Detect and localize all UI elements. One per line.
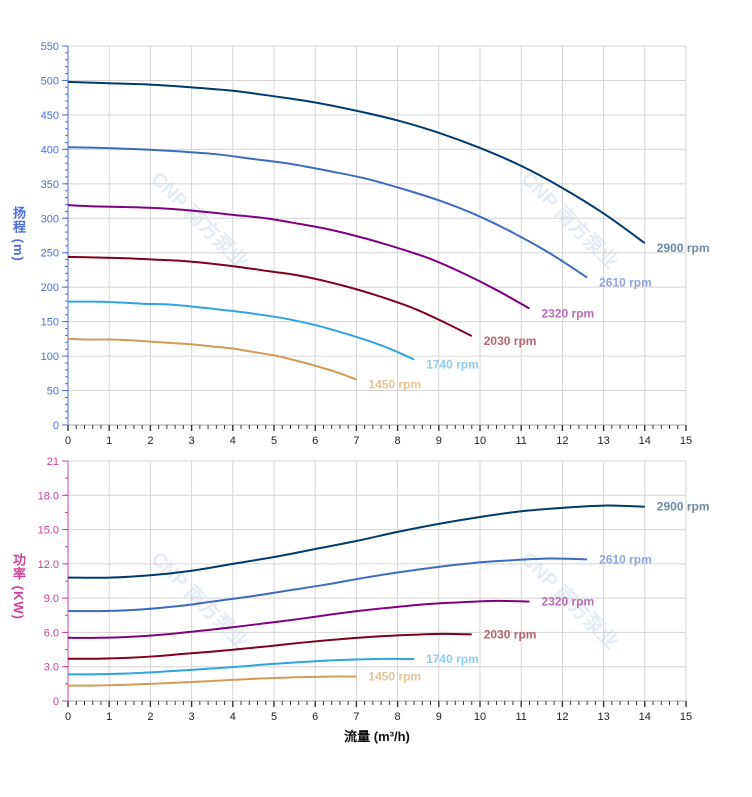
series-label: 1740 rpm [426, 358, 479, 372]
x-tick-label: 14 [639, 435, 651, 447]
watermark-logo: CNP 南方泵业 [516, 167, 623, 274]
series-label: 2320 rpm [541, 595, 594, 609]
series-label: 2030 rpm [484, 627, 537, 641]
y-tick-label: 6.0 [44, 627, 59, 639]
y-tick-label: 12.0 [38, 559, 59, 571]
x-tick-label: 10 [474, 435, 486, 447]
x-tick-label: 10 [474, 711, 486, 723]
y-tick-label: 350 [41, 179, 59, 191]
series-label: 2030 rpm [484, 334, 537, 348]
chart-panel-power: CNP 南方泵业 CNP 南方泵业03.06.09.012.015.018.021… [38, 456, 710, 744]
x-tick-label: 12 [556, 435, 568, 447]
series-line-1740-rpm [67, 657, 415, 676]
x-tick-label: 9 [436, 711, 442, 723]
y-tick-label: 550 [41, 41, 59, 53]
x-tick-label: 3 [189, 711, 195, 723]
watermark-logo: CNP 南方泵业 [146, 167, 253, 274]
series-label: 1450 rpm [368, 378, 421, 392]
x-tick-label: 0 [65, 435, 71, 447]
series-label: 2610 rpm [599, 552, 652, 566]
x-tick-label: 13 [597, 435, 609, 447]
x-tick-label: 9 [436, 435, 442, 447]
series-line-2030-rpm [67, 632, 472, 660]
x-tick-label: 4 [230, 711, 236, 723]
x-tick-label: 13 [597, 711, 609, 723]
series-line-1450-rpm [67, 675, 357, 687]
x-tick-label: 2 [147, 435, 153, 447]
series-line-2320-rpm [67, 599, 530, 639]
y-tick-label: 21 [47, 456, 59, 468]
y-axis-label-power: 功率 (KW) [11, 553, 26, 620]
series-line-2900-rpm [67, 504, 645, 579]
x-axis-label: 流量 (m³/h) [344, 729, 410, 744]
x-tick-label: 7 [353, 711, 359, 723]
x-tick-label: 6 [312, 435, 318, 447]
x-tick-label: 15 [680, 711, 692, 723]
y-tick-label: 0 [53, 420, 59, 432]
y-tick-label: 3.0 [44, 662, 59, 674]
y-tick-label: 50 [47, 386, 59, 398]
series-label: 2900 rpm [657, 500, 710, 514]
x-tick-label: 2 [147, 711, 153, 723]
series-line-2320-rpm [67, 204, 530, 310]
x-tick-label: 5 [271, 711, 277, 723]
y-tick-label: 18.0 [38, 490, 59, 502]
series-line-1450-rpm [67, 337, 357, 381]
y-tick-label: 15.0 [38, 525, 59, 537]
series-line-1740-rpm [67, 300, 415, 361]
x-tick-label: 3 [189, 435, 195, 447]
x-tick-label: 1 [106, 435, 112, 447]
x-tick-label: 12 [556, 711, 568, 723]
x-tick-label: 8 [395, 711, 401, 723]
series-label: 2900 rpm [657, 241, 710, 255]
x-tick-label: 14 [639, 711, 651, 723]
x-tick-label: 11 [515, 711, 526, 723]
y-axis-label-head: 扬程 (m) [11, 206, 26, 262]
series-label: 1450 rpm [368, 670, 421, 684]
x-tick-label: 11 [515, 435, 526, 447]
series-line-2030-rpm [67, 255, 473, 338]
x-tick-label: 7 [353, 435, 359, 447]
series-line-2610-rpm [67, 146, 588, 279]
y-tick-label: 250 [41, 248, 59, 260]
series-line-2900-rpm [67, 80, 646, 244]
series-label: 2320 rpm [541, 307, 594, 321]
y-tick-label: 9.0 [44, 593, 59, 605]
x-tick-label: 8 [395, 435, 401, 447]
x-tick-label: 4 [230, 435, 236, 447]
series-line-2610-rpm [67, 557, 588, 613]
series-label: 2610 rpm [599, 276, 652, 290]
x-tick-label: 15 [680, 435, 692, 447]
y-tick-label: 300 [41, 213, 59, 225]
y-tick-label: 450 [41, 110, 59, 122]
chart-panel-head: CNP 南方泵业 CNP 南方泵业050100150200250300350400… [41, 41, 710, 447]
y-tick-label: 0 [53, 696, 59, 708]
y-tick-label: 100 [41, 351, 59, 363]
series-label: 1740 rpm [426, 652, 479, 666]
y-tick-label: 500 [41, 75, 59, 87]
x-tick-label: 6 [312, 711, 318, 723]
x-tick-label: 1 [106, 711, 112, 723]
y-tick-label: 400 [41, 144, 59, 156]
y-tick-label: 200 [41, 282, 59, 294]
y-tick-label: 150 [41, 317, 59, 329]
x-tick-label: 5 [271, 435, 277, 447]
x-tick-label: 0 [65, 711, 71, 723]
